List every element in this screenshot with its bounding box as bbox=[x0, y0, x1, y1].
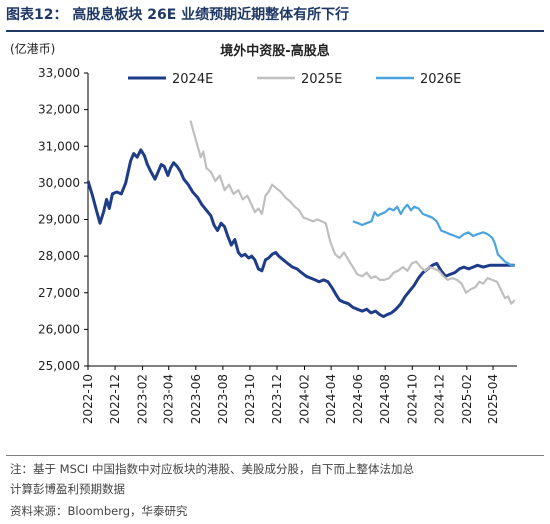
x-tick-label: 2022-12 bbox=[108, 374, 122, 424]
footnote-line-1: 注：基于 MSCI 中国指数中对应板块的港股、美股成分股，自下而上整体法加总 bbox=[10, 462, 414, 476]
footnote-line-2: 计算彭博盈利预期数据 bbox=[10, 482, 125, 496]
y-tick-label: 26,000 bbox=[38, 322, 80, 336]
x-tick-label: 2023-06 bbox=[189, 374, 203, 424]
series-lines bbox=[86, 120, 516, 319]
source-note: 资料来源：Bloomberg，华泰研究 bbox=[10, 504, 188, 518]
legend-label-2026E: 2026E bbox=[420, 72, 461, 87]
y-tick-label: 33,000 bbox=[38, 66, 80, 80]
footer-rule bbox=[6, 455, 544, 456]
x-tick-label: 2024-12 bbox=[432, 374, 446, 424]
x-tick-label: 2024-08 bbox=[378, 374, 392, 424]
legend: 2024E 2025E 2026E bbox=[128, 72, 461, 87]
y-tick-label: 29,000 bbox=[38, 213, 80, 227]
x-tick-label: 2025-04 bbox=[486, 374, 500, 424]
y-axis-unit-label: (亿港币) bbox=[10, 42, 56, 56]
x-tick-label: 2023-12 bbox=[270, 374, 284, 424]
figure-title: 图表12： 高股息板块 26E 业绩预期近期整体有所下行 bbox=[6, 7, 350, 23]
axes: 25,000 26,000 27,000 28,000 29,000 30,000 31,0… bbox=[38, 66, 517, 424]
x-tick-label: 2023-02 bbox=[136, 374, 150, 424]
x-tick-label: 2024-06 bbox=[351, 374, 365, 424]
series-line-2026E bbox=[352, 203, 515, 267]
y-tick-label: 30,000 bbox=[38, 176, 80, 190]
legend-label-2025E: 2025E bbox=[301, 72, 342, 87]
y-tick-label: 31,000 bbox=[38, 139, 80, 153]
x-tick-label: 2023-10 bbox=[243, 374, 257, 424]
y-tick-label: 28,000 bbox=[38, 249, 80, 263]
series-line-2025E bbox=[189, 120, 516, 305]
x-tick-label: 2025-02 bbox=[460, 374, 474, 424]
legend-label-2024E: 2024E bbox=[172, 72, 213, 87]
line-chart: 25,000 26,000 27,000 28,000 29,000 30,000 31,0… bbox=[38, 66, 517, 424]
title-rule bbox=[6, 30, 544, 32]
x-tick-label: 2022-10 bbox=[81, 374, 95, 424]
series-line-2024E bbox=[86, 148, 515, 319]
y-tick-label: 27,000 bbox=[38, 286, 80, 300]
x-tick-label: 2023-08 bbox=[216, 374, 230, 424]
y-tick-label: 25,000 bbox=[38, 359, 80, 373]
y-tick-label: 32,000 bbox=[38, 103, 80, 117]
chart-title: 境外中资股-高股息 bbox=[220, 44, 330, 59]
x-tick-label: 2024-10 bbox=[405, 374, 419, 424]
x-tick-label: 2024-04 bbox=[324, 374, 338, 424]
x-tick-label: 2023-04 bbox=[162, 374, 176, 424]
x-tick-label: 2024-02 bbox=[297, 374, 311, 424]
